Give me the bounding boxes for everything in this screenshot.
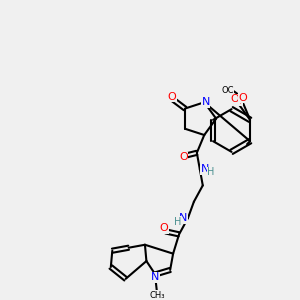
Text: H: H bbox=[207, 167, 215, 177]
Text: O: O bbox=[231, 94, 240, 104]
Text: N: N bbox=[202, 97, 210, 107]
Text: CH₃: CH₃ bbox=[149, 291, 164, 300]
Text: O: O bbox=[167, 92, 176, 102]
Text: O: O bbox=[160, 224, 169, 233]
Text: O: O bbox=[238, 93, 247, 103]
Text: H: H bbox=[174, 217, 181, 226]
Text: N: N bbox=[201, 164, 209, 174]
Text: O: O bbox=[234, 96, 243, 106]
Text: N: N bbox=[179, 213, 188, 223]
Text: N: N bbox=[151, 272, 160, 282]
Text: O: O bbox=[179, 152, 188, 162]
Text: OC: OC bbox=[222, 86, 234, 95]
